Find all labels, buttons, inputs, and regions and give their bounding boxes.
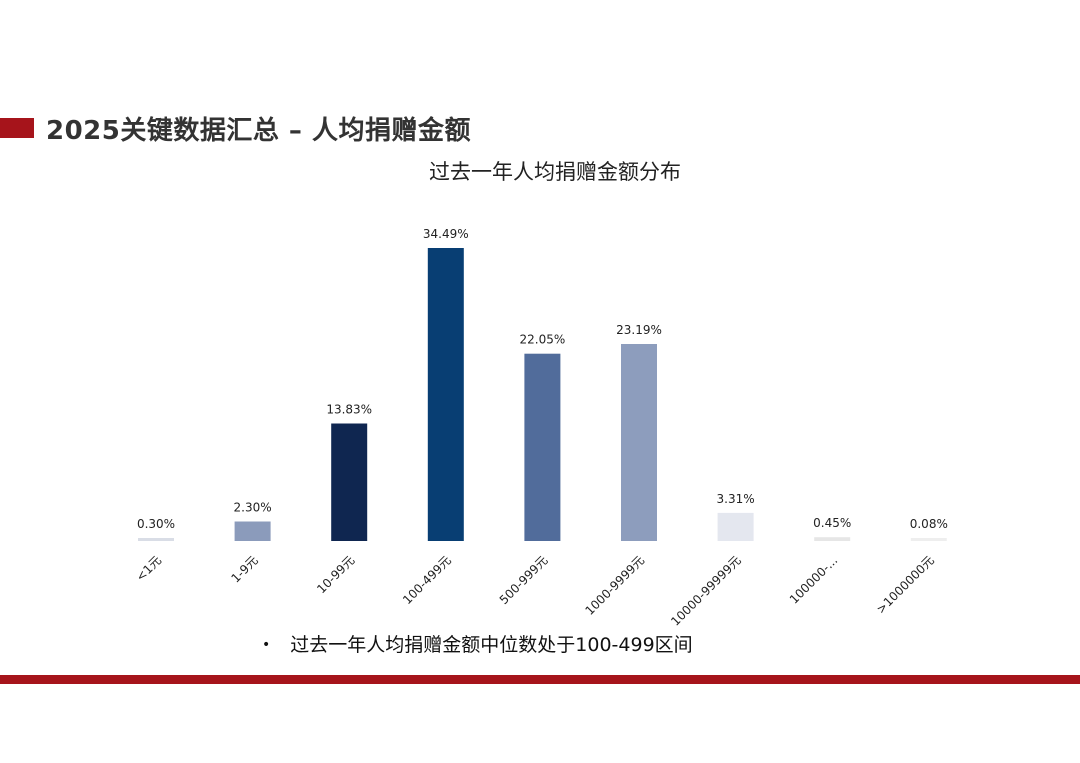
- x-tick-label-8: >1000000元: [874, 553, 937, 616]
- bar-value-label-3: 34.49%: [423, 227, 469, 241]
- page-title: 2025关键数据汇总 – 人均捐赠金额: [46, 116, 471, 146]
- bar-value-label-8: 0.08%: [910, 517, 948, 531]
- summary-note: • 过去一年人均捐赠金额中位数处于100-499区间: [262, 630, 693, 657]
- bar-value-label-2: 13.83%: [326, 403, 372, 417]
- chart-title: 过去一年人均捐赠金额分布: [429, 160, 681, 184]
- bar-5: [621, 344, 657, 541]
- bar-value-label-7: 0.45%: [813, 516, 851, 530]
- x-tick-label-6: 10000-99999元: [668, 553, 743, 628]
- bullet-icon: •: [262, 637, 271, 653]
- bar-1: [234, 521, 271, 541]
- x-tick-label-0: <1元: [133, 553, 164, 584]
- bar-value-label-4: 22.05%: [520, 333, 566, 347]
- x-tick-label-7: 100000-...: [787, 553, 840, 606]
- x-tick-label-3: 100-499元: [400, 553, 454, 607]
- x-tick-label-4: 500-999元: [497, 553, 551, 607]
- summary-note-text: 过去一年人均捐赠金额中位数处于100-499区间: [290, 634, 693, 656]
- x-tick-label-2: 10-99元: [314, 553, 357, 596]
- bar-8: [910, 538, 947, 541]
- bar-6: [717, 512, 754, 541]
- bar-value-label-6: 3.31%: [717, 492, 755, 506]
- title-accent-bar: [0, 118, 34, 138]
- bar-value-label-1: 2.30%: [234, 501, 272, 515]
- bar-7: [814, 537, 851, 541]
- bar-value-label-0: 0.30%: [137, 517, 175, 531]
- bars-layer: 0.30% <1元 2.30% 1-9元 13.83% 10-99元 34.49% 100-4…: [133, 227, 948, 629]
- x-tick-label-1: 1-9元: [228, 553, 260, 585]
- bar-2: [331, 423, 368, 541]
- footer-rule: [0, 675, 1080, 684]
- bar-0: [138, 538, 174, 541]
- bar-3: [427, 248, 464, 541]
- bar-4: [524, 353, 561, 541]
- x-tick-label-5: 1000-9999元: [582, 553, 647, 618]
- bar-value-label-5: 23.19%: [616, 323, 662, 337]
